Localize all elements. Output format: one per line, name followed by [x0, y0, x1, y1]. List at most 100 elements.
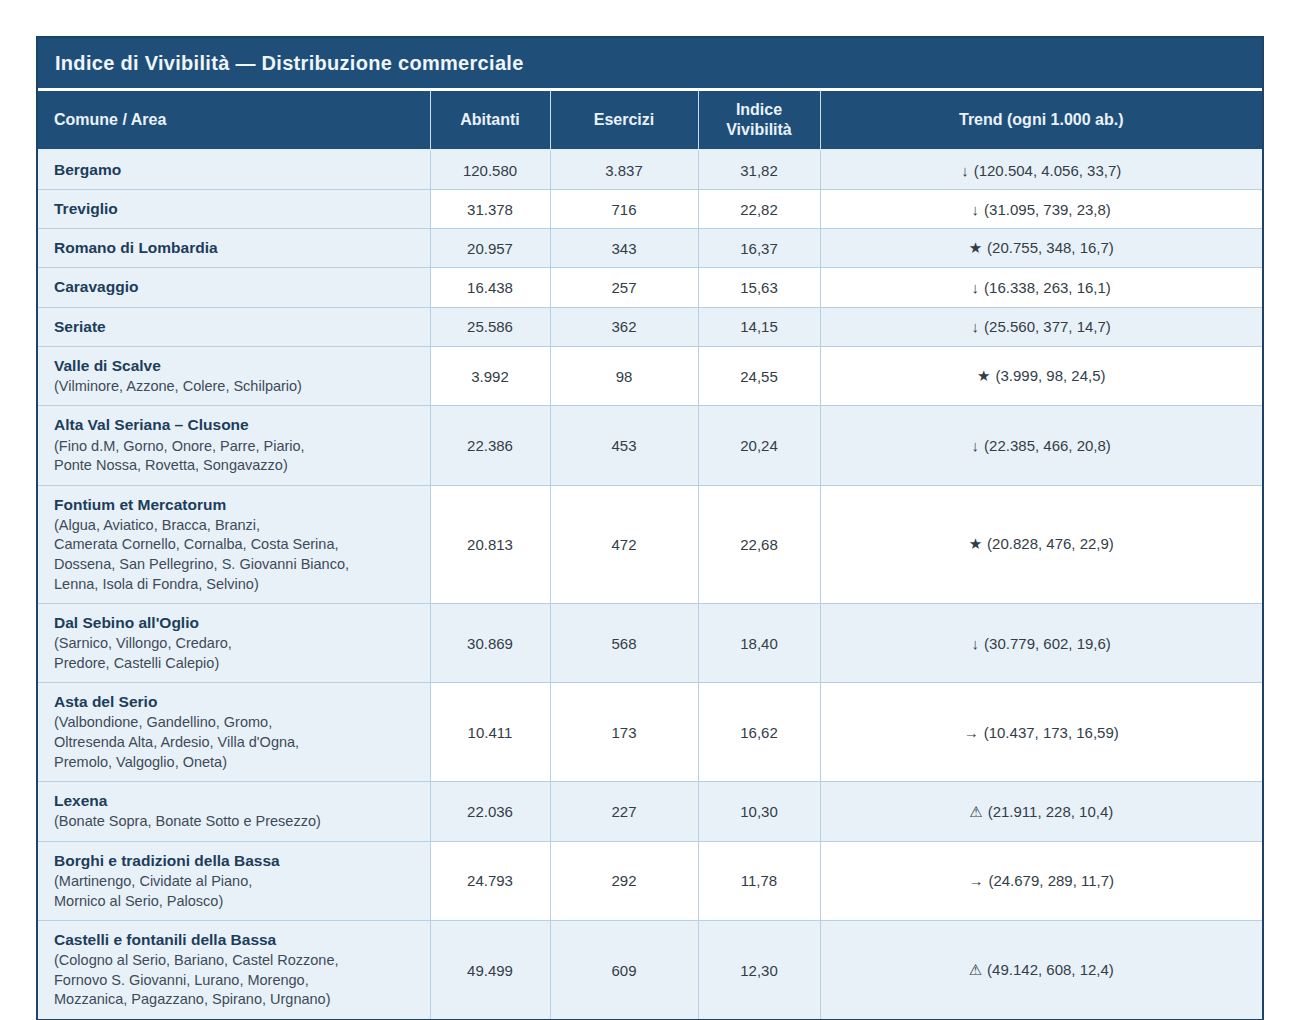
- trend-stable-icon: →: [968, 872, 983, 889]
- area-name: Alta Val Seriana – Clusone: [54, 415, 416, 435]
- indice-value: 14,15: [698, 307, 820, 346]
- trend-down-icon: ↓: [972, 318, 980, 335]
- trend-stable-icon: →: [964, 724, 979, 741]
- area-cell: Alta Val Seriana – Clusone (Fino d.M, Go…: [38, 406, 430, 485]
- area-cell: Dal Sebino all'Oglio (Sarnico, Villongo,…: [38, 604, 430, 683]
- table-row: Borghi e tradizioni della Bassa (Martine…: [38, 841, 1262, 920]
- area-cell: Caravaggio: [38, 268, 430, 307]
- indice-value: 18,40: [698, 604, 820, 683]
- abitanti-value: 16.438: [430, 268, 550, 307]
- column-header-abitanti: Abitanti: [430, 91, 550, 150]
- trend-cell: ↓(22.385, 466, 20,8): [820, 406, 1262, 485]
- table-row: Dal Sebino all'Oglio (Sarnico, Villongo,…: [38, 604, 1262, 683]
- area-name: Seriate: [54, 317, 416, 337]
- area-municipalities: (Bonate Sopra, Bonate Sotto e Presezzo): [54, 812, 416, 832]
- esercizi-value: 362: [550, 307, 698, 346]
- abitanti-value: 49.499: [430, 921, 550, 1019]
- table-row: Castelli e fontanili della Bassa (Cologn…: [38, 921, 1262, 1019]
- trend-down-icon: ↓: [972, 437, 980, 454]
- area-municipalities: (Algua, Aviatico, Bracca, Branzi, Camera…: [54, 516, 416, 594]
- area-cell: Seriate: [38, 307, 430, 346]
- esercizi-value: 568: [550, 604, 698, 683]
- area-municipalities: (Sarnico, Villongo, Credaro, Predore, Ca…: [54, 634, 416, 673]
- column-header-indice-vivibilita: Indice Vivibilità: [698, 91, 820, 150]
- area-municipalities: (Vilminore, Azzone, Colere, Schilpario): [54, 377, 416, 397]
- table-row: Lexena (Bonate Sopra, Bonate Sotto e Pre…: [38, 782, 1262, 842]
- area-name: Fontium et Mercatorum: [54, 495, 416, 515]
- table-row: Treviglio 31.378 716 22,82 ↓(31.095, 739…: [38, 190, 1262, 229]
- warning-icon: ⚠: [969, 961, 982, 979]
- trend-cell: → (10.437, 173, 16,59): [820, 683, 1262, 782]
- trend-value: (20.828, 476, 22,9): [987, 535, 1114, 552]
- indice-value: 12,30: [698, 921, 820, 1019]
- trend-value: (120.504, 4.056, 33,7): [974, 162, 1122, 179]
- abitanti-value: 22.386: [430, 406, 550, 485]
- indice-value: 31,82: [698, 150, 820, 190]
- area-cell: Romano di Lombardia: [38, 229, 430, 268]
- abitanti-value: 3.992: [430, 346, 550, 406]
- abitanti-value: 20.813: [430, 485, 550, 603]
- esercizi-value: 257: [550, 268, 698, 307]
- trend-value: (3.999, 98, 24,5): [995, 367, 1105, 384]
- trend-cell: ★ (3.999, 98, 24,5): [820, 346, 1262, 406]
- area-cell: Fontium et Mercatorum (Algua, Aviatico, …: [38, 485, 430, 603]
- table-row: Seriate 25.586 362 14,15 ↓(25.560, 377, …: [38, 307, 1262, 346]
- area-cell: Borghi e tradizioni della Bassa (Martine…: [38, 841, 430, 920]
- area-name: Asta del Serio: [54, 692, 416, 712]
- abitanti-value: 20.957: [430, 229, 550, 268]
- table-body: Bergamo 120.580 3.837 31,82 ↓ (120.504, 4…: [38, 150, 1262, 1019]
- column-header-esercizi: Esercizi: [550, 91, 698, 150]
- trend-value: (24.679, 289, 11,7): [988, 872, 1114, 889]
- star-icon: ★: [969, 535, 982, 553]
- trend-cell: ★ (20.828, 476, 22,9): [820, 485, 1262, 603]
- esercizi-value: 716: [550, 190, 698, 229]
- abitanti-value: 31.378: [430, 190, 550, 229]
- esercizi-value: 292: [550, 841, 698, 920]
- esercizi-value: 453: [550, 406, 698, 485]
- trend-cell: → (24.679, 289, 11,7): [820, 841, 1262, 920]
- abitanti-value: 120.580: [430, 150, 550, 190]
- abitanti-value: 24.793: [430, 841, 550, 920]
- page-title: Indice di Vivibilità — Distribuzione com…: [38, 38, 1262, 91]
- area-cell: Treviglio: [38, 190, 430, 229]
- trend-value: (31.095, 739, 23,8): [984, 201, 1111, 218]
- indice-value: 22,68: [698, 485, 820, 603]
- area-name: Bergamo: [54, 160, 416, 180]
- esercizi-value: 343: [550, 229, 698, 268]
- table-row: Bergamo 120.580 3.837 31,82 ↓ (120.504, 4…: [38, 150, 1262, 190]
- trend-cell: ↓(25.560, 377, 14,7): [820, 307, 1262, 346]
- indice-value: 16,62: [698, 683, 820, 782]
- esercizi-value: 227: [550, 782, 698, 842]
- area-name: Treviglio: [54, 199, 416, 219]
- trend-down-icon: ↓: [961, 162, 969, 179]
- trend-down-icon: ↓: [972, 635, 980, 652]
- table-header: Comune / Area Abitanti Esercizi Indice V…: [38, 91, 1262, 150]
- area-municipalities: (Valbondione, Gandellino, Gromo, Oltrese…: [54, 713, 416, 772]
- area-municipalities: (Cologno al Serio, Bariano, Castel Rozzo…: [54, 951, 416, 1010]
- area-name: Castelli e fontanili della Bassa: [54, 930, 416, 950]
- esercizi-value: 173: [550, 683, 698, 782]
- abitanti-value: 22.036: [430, 782, 550, 842]
- indice-value: 11,78: [698, 841, 820, 920]
- trend-down-icon: ↓: [972, 201, 980, 218]
- esercizi-value: 3.837: [550, 150, 698, 190]
- abitanti-value: 30.869: [430, 604, 550, 683]
- star-icon: ★: [977, 367, 990, 385]
- area-cell: Bergamo: [38, 150, 430, 190]
- indice-value: 20,24: [698, 406, 820, 485]
- vivibilita-table: Comune / Area Abitanti Esercizi Indice V…: [38, 91, 1262, 1019]
- trend-value: (22.385, 466, 20,8): [984, 437, 1111, 454]
- area-name: Lexena: [54, 791, 416, 811]
- esercizi-value: 98: [550, 346, 698, 406]
- area-municipalities: (Fino d.M, Gorno, Onore, Parre, Piario, …: [54, 437, 416, 476]
- area-name: Valle di Scalve: [54, 356, 416, 376]
- indice-value: 16,37: [698, 229, 820, 268]
- trend-cell: ↓(30.779, 602, 19,6): [820, 604, 1262, 683]
- area-cell: Castelli e fontanili della Bassa (Cologn…: [38, 921, 430, 1019]
- table-row: Alta Val Seriana – Clusone (Fino d.M, Go…: [38, 406, 1262, 485]
- table-row: Romano di Lombardia 20.957 343 16,37 ★(2…: [38, 229, 1262, 268]
- esercizi-value: 609: [550, 921, 698, 1019]
- trend-value: (10.437, 173, 16,59): [984, 724, 1119, 741]
- table-row: Valle di Scalve (Vilminore, Azzone, Cole…: [38, 346, 1262, 406]
- area-cell: Valle di Scalve (Vilminore, Azzone, Cole…: [38, 346, 430, 406]
